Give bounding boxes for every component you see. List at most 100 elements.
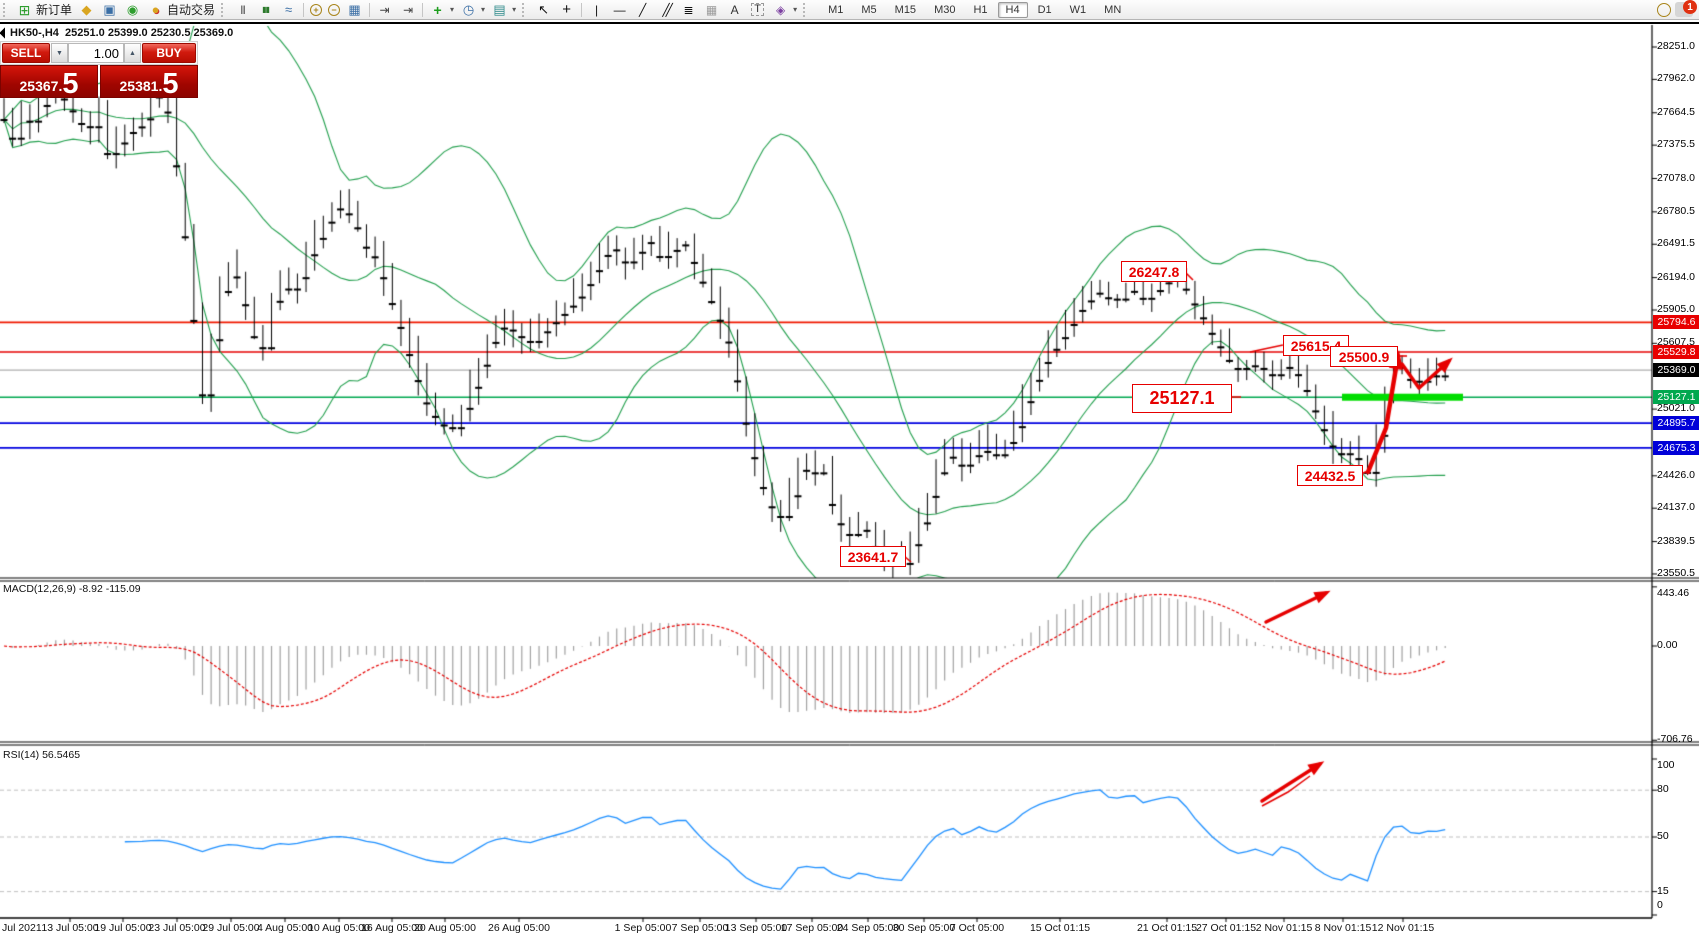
rsi-axis-tick: 80 — [1657, 783, 1669, 796]
indicators-button[interactable] — [75, 1, 98, 18]
horizontal-line-tool[interactable] — [608, 1, 631, 18]
volume-decrease-button[interactable]: ▼ — [51, 43, 68, 63]
shapes-tool[interactable]: ▾ — [769, 1, 800, 18]
timeframe-button-h4[interactable]: H4 — [997, 1, 1028, 18]
toolbar-separator — [422, 2, 424, 17]
dropdown-arrow-icon: ▾ — [450, 5, 455, 14]
bar-chart-button[interactable] — [231, 1, 254, 18]
price-annotation[interactable]: 25127.1 — [1132, 384, 1232, 413]
templates-button[interactable]: ▾ — [488, 1, 519, 18]
price-axis-tick: 25021.0 — [1657, 402, 1695, 415]
auto-scroll-icon — [376, 2, 393, 17]
sell-price[interactable]: 25367. 5 — [0, 65, 98, 98]
rsi-axis-tick: 100 — [1657, 759, 1675, 771]
time-axis-label: 19 Jul 05:00 — [94, 922, 152, 934]
price-level-badge: 25794.6 — [1653, 315, 1699, 330]
indicators-icon — [78, 2, 95, 17]
time-axis-label: 16 Aug 05:00 — [361, 922, 423, 934]
price-level-badge: 25369.0 — [1653, 363, 1699, 378]
text-label-tool[interactable] — [746, 1, 769, 18]
time-axis-label: 8 Nov 01:15 — [1314, 922, 1372, 934]
candle-chart-button[interactable] — [254, 1, 277, 18]
toolbar-separator — [369, 2, 371, 17]
crosshair-tool-button[interactable] — [555, 1, 578, 18]
timeframe-button-mn[interactable]: MN — [1104, 3, 1122, 16]
time-axis-label: 26 Aug 05:00 — [488, 922, 550, 934]
time-axis-label: 7 Oct 05:00 — [949, 922, 1005, 934]
buy-price[interactable]: 25381. 5 — [100, 65, 198, 98]
text-tool[interactable] — [723, 1, 746, 18]
trendline-icon — [634, 2, 651, 17]
periods-button[interactable]: ▾ — [457, 1, 488, 18]
chart-header: HK50-,H4 25251.0 25399.0 25230.5 25369.0 — [10, 27, 233, 39]
high-value: 25399.0 — [107, 27, 148, 39]
zoom-in-button[interactable]: + — [307, 1, 325, 18]
price-level-badge: 25529.8 — [1653, 345, 1699, 360]
price-axis-tick: 25905.0 — [1657, 303, 1695, 315]
time-axis-label: 7 Sep 05:00 — [671, 922, 729, 934]
auto-trading-icon — [147, 2, 164, 17]
time-axis-label: 24 Sep 05:00 — [836, 922, 900, 934]
zoom-out-button[interactable]: − — [325, 1, 343, 18]
auto-scroll-button[interactable] — [373, 1, 396, 18]
notification-bubble-icon[interactable]: 1 — [1675, 0, 1697, 17]
timeframe-bar: M1 M5 M15 M30 H1 H4 D1 W1 MN — [819, 1, 1130, 18]
price-annotation[interactable]: 24432.5 — [1297, 465, 1363, 486]
add-indicator-icon — [429, 2, 446, 17]
price-annotation[interactable]: 25500.9 — [1330, 346, 1398, 367]
time-axis-label: 29 Jul 05:00 — [202, 922, 260, 934]
timeframe-button-m15[interactable]: M15 — [894, 3, 917, 16]
volume-increase-button[interactable]: ▲ — [124, 43, 141, 63]
terminal-icon — [101, 2, 118, 17]
channel-tool[interactable] — [654, 1, 677, 18]
macd-axis-tick: 443.46 — [1657, 586, 1690, 599]
timeframe-button-d1[interactable]: D1 — [1037, 3, 1052, 16]
time-axis-label: 20 Aug 05:00 — [414, 922, 476, 934]
search-icon[interactable] — [1657, 2, 1671, 17]
market-watch-button[interactable] — [121, 1, 144, 18]
signal-icon — [124, 2, 141, 17]
low-value: 25230.5 — [150, 27, 191, 39]
trendline-tool[interactable] — [631, 1, 654, 18]
tile-windows-button[interactable] — [343, 1, 366, 18]
price-axis-tick: 27375.5 — [1657, 138, 1695, 151]
horizontal-line-icon — [611, 2, 628, 17]
vertical-line-tool[interactable] — [585, 1, 608, 18]
terminal-button[interactable] — [98, 1, 121, 18]
sell-button[interactable]: SELL — [2, 43, 50, 63]
text-label-icon — [749, 2, 766, 17]
new-order-button[interactable]: 新订单 — [13, 1, 75, 18]
cursor-tool-button[interactable] — [532, 1, 555, 18]
auto-trading-button[interactable]: 自动交易 — [144, 1, 218, 18]
timeframe-button-m1[interactable]: M1 — [828, 3, 844, 16]
fibonacci-tool[interactable] — [677, 1, 700, 18]
timeframe-button-m5[interactable]: M5 — [861, 3, 877, 16]
timeframe-button-m30[interactable]: M30 — [934, 3, 956, 16]
channel-icon — [657, 2, 674, 17]
price-axis-tick: 24137.0 — [1657, 501, 1695, 514]
add-indicator-button[interactable]: ▾ — [426, 1, 457, 18]
price-annotation[interactable]: 26247.8 — [1121, 261, 1187, 282]
timeframe-button-h1[interactable]: H1 — [973, 3, 988, 16]
chart-shift-button[interactable] — [396, 1, 419, 18]
new-order-label: 新订单 — [36, 3, 73, 17]
dropdown-arrow-icon: ▾ — [481, 5, 486, 14]
auto-trading-label: 自动交易 — [167, 3, 216, 17]
macd-axis-tick: 0.00 — [1657, 639, 1678, 651]
price-annotation[interactable]: 23641.7 — [840, 546, 906, 567]
cursor-icon — [535, 2, 552, 17]
one-click-trading-panel: SELL ▼ 1.00 ▲ BUY 25367. 5 25381. 5 — [0, 41, 198, 98]
line-chart-button[interactable] — [277, 1, 300, 18]
text-icon — [726, 2, 743, 17]
candle-chart-icon — [257, 2, 274, 17]
grid-tool[interactable] — [700, 1, 723, 18]
volume-input[interactable]: 1.00 — [68, 43, 124, 63]
price-axis-tick: 23550.5 — [1657, 566, 1695, 579]
close-value: 25369.0 — [193, 27, 234, 39]
buy-price-big-digit: 5 — [162, 67, 179, 100]
timeframe-button-w1[interactable]: W1 — [1069, 3, 1087, 16]
time-axis-label: 23 Jul 05:00 — [148, 922, 206, 934]
time-axis-label: 17 Sep 05:00 — [780, 922, 844, 934]
buy-button[interactable]: BUY — [142, 43, 196, 63]
